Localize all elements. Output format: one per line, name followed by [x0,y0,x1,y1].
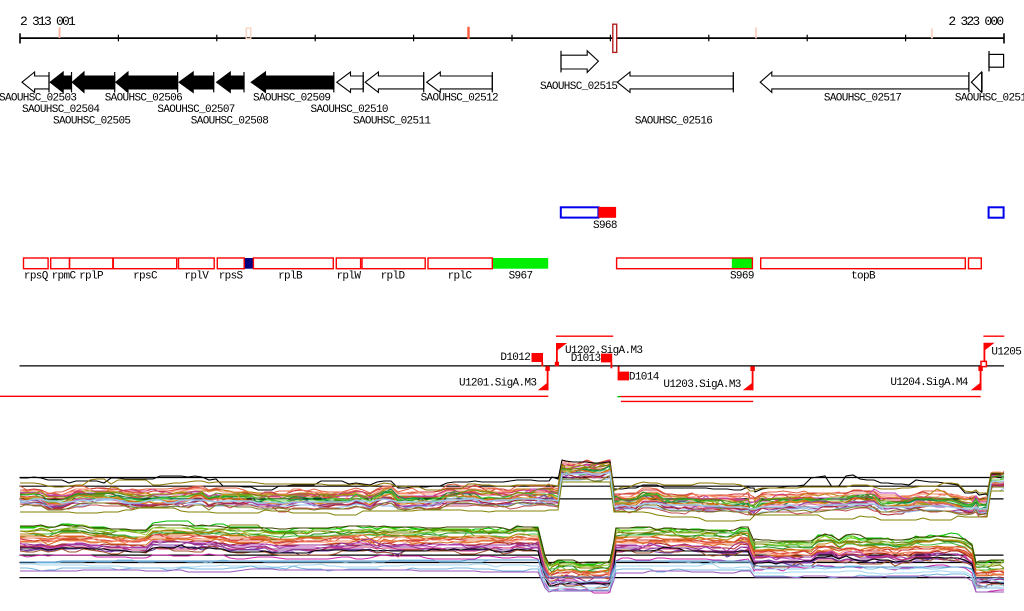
svg-text:U1203.SigA.M3: U1203.SigA.M3 [663,379,740,391]
svg-text:rplB: rplB [278,270,303,282]
svg-text:rpsC: rpsC [133,270,158,282]
svg-text:SAOUHSC_02518: SAOUHSC_02518 [955,93,1024,105]
svg-text:D1012: D1012 [500,352,530,364]
svg-text:SAOUHSC_02511: SAOUHSC_02511 [353,116,431,128]
svg-text:SAOUHSC_02510: SAOUHSC_02510 [311,104,388,116]
svg-text:rplV: rplV [184,270,209,282]
svg-text:S969: S969 [730,270,754,282]
svg-text:U1201.SigA.M3: U1201.SigA.M3 [459,377,536,389]
svg-text:SAOUHSC_02505: SAOUHSC_02505 [53,116,130,128]
svg-text:2 313 001: 2 313 001 [20,14,76,29]
svg-text:S967: S967 [509,270,533,282]
svg-text:rplP: rplP [79,270,104,282]
svg-text:SAOUHSC_02504: SAOUHSC_02504 [22,104,100,116]
svg-text:SAOUHSC_02512: SAOUHSC_02512 [421,93,498,105]
svg-text:rpmC: rpmC [52,270,77,282]
svg-text:SAOUHSC_02515: SAOUHSC_02515 [540,81,617,93]
svg-text:D1013: D1013 [571,353,601,365]
svg-text:2 323 000: 2 323 000 [948,14,1003,29]
svg-text:SAOUHSC_02503: SAOUHSC_02503 [0,93,76,105]
svg-text:SAOUHSC_02509: SAOUHSC_02509 [253,93,330,105]
svg-text:SAOUHSC_02507: SAOUHSC_02507 [157,104,234,116]
svg-text:SAOUHSC_02508: SAOUHSC_02508 [191,116,268,128]
svg-text:rpsS: rpsS [219,270,244,282]
svg-text:D1014: D1014 [629,372,660,384]
svg-text:rplC: rplC [448,270,473,282]
svg-text:rplD: rplD [381,270,406,282]
svg-text:U1204.SigA.M4: U1204.SigA.M4 [890,377,968,389]
svg-text:U1205: U1205 [991,347,1021,359]
svg-text:SAOUHSC_02517: SAOUHSC_02517 [824,93,901,105]
svg-text:U1202.SigA.M3: U1202.SigA.M3 [565,345,642,357]
svg-text:SAOUHSC_02516: SAOUHSC_02516 [635,116,712,128]
svg-text:topB: topB [851,270,876,282]
svg-text:rpsQ: rpsQ [24,270,49,282]
svg-text:SAOUHSC_02506: SAOUHSC_02506 [105,93,182,105]
svg-text:rplW: rplW [336,270,361,282]
svg-text:S968: S968 [593,220,617,232]
